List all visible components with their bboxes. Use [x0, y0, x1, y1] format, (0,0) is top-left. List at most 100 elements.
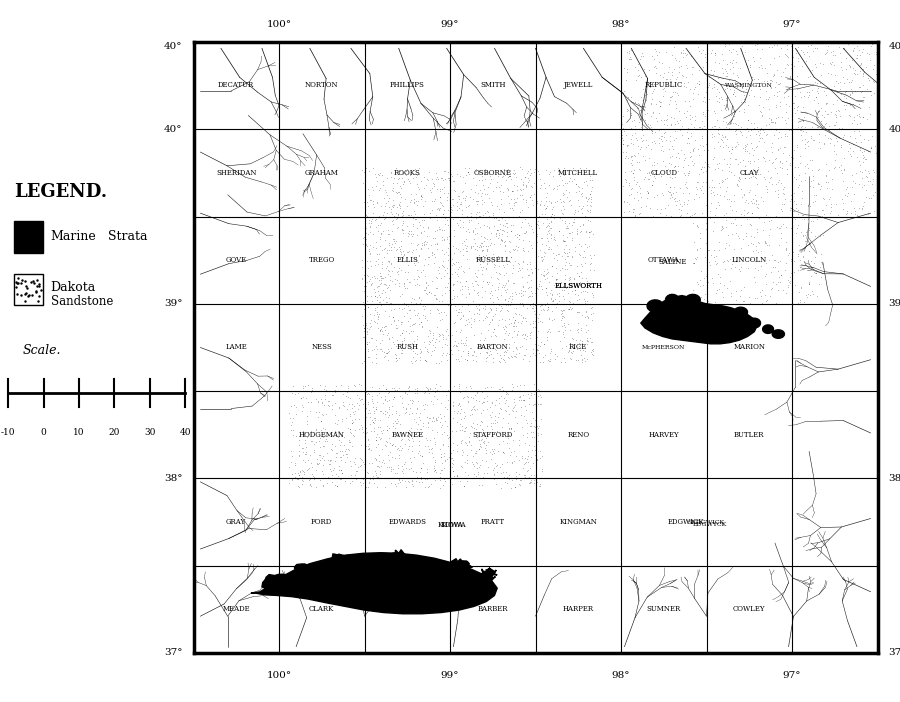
- Point: [665, 173, 680, 184]
- Point: [768, 162, 782, 173]
- Point: [382, 297, 397, 308]
- Point: [470, 458, 484, 469]
- Point: [432, 204, 446, 215]
- Point: [556, 168, 571, 179]
- Point: [506, 435, 520, 446]
- Point: [702, 93, 716, 105]
- Point: [728, 119, 742, 130]
- Point: [661, 67, 675, 78]
- Point: [430, 215, 445, 226]
- Point: [720, 67, 734, 79]
- Point: [550, 280, 564, 291]
- Point: [400, 300, 415, 312]
- Point: [562, 272, 576, 284]
- Point: [468, 448, 482, 459]
- Point: [813, 58, 827, 69]
- Point: [652, 96, 667, 107]
- Point: [472, 435, 487, 446]
- Point: [464, 350, 479, 361]
- Point: [575, 182, 590, 193]
- Point: [419, 282, 434, 293]
- Text: SUMNER: SUMNER: [646, 606, 681, 614]
- Point: [509, 343, 524, 355]
- Point: [818, 129, 832, 140]
- Point: [845, 55, 859, 66]
- Point: [387, 392, 401, 403]
- Point: [436, 208, 450, 219]
- Point: [524, 167, 538, 178]
- Point: [508, 229, 523, 240]
- Point: [527, 299, 542, 310]
- Point: [428, 457, 442, 468]
- Point: [500, 230, 514, 241]
- Point: [356, 458, 371, 470]
- Point: [716, 256, 730, 267]
- Point: [369, 213, 383, 225]
- Point: [777, 91, 791, 102]
- Point: [667, 64, 681, 75]
- Point: [699, 175, 714, 186]
- Point: [622, 178, 636, 189]
- Point: [699, 177, 714, 188]
- Point: [568, 206, 582, 218]
- Point: [442, 385, 456, 397]
- Point: [498, 245, 512, 256]
- Point: [572, 270, 586, 281]
- Point: [580, 336, 595, 347]
- Point: [392, 353, 406, 364]
- Point: [498, 169, 512, 180]
- Point: [401, 409, 416, 420]
- Point: [778, 155, 793, 166]
- Point: [441, 204, 455, 216]
- Point: [436, 225, 451, 236]
- Point: [329, 447, 344, 458]
- Point: [452, 307, 466, 318]
- Point: [865, 39, 879, 50]
- Point: [663, 75, 678, 86]
- Point: [375, 284, 390, 295]
- Point: [543, 168, 557, 180]
- Point: [432, 331, 446, 342]
- Point: [410, 386, 424, 397]
- Point: [687, 121, 701, 133]
- Point: [859, 154, 873, 165]
- Point: [790, 265, 805, 276]
- Point: [410, 331, 425, 342]
- Text: Scale.: Scale.: [22, 345, 60, 357]
- Point: [518, 171, 533, 183]
- Point: [432, 409, 446, 420]
- Point: [644, 98, 658, 110]
- Point: [526, 457, 540, 468]
- Point: [788, 279, 803, 291]
- Point: [371, 168, 385, 180]
- Point: [429, 303, 444, 314]
- Point: [543, 211, 557, 223]
- Point: [732, 176, 746, 187]
- Point: [482, 350, 496, 361]
- Point: [794, 282, 808, 293]
- Point: [420, 242, 435, 253]
- Point: [513, 206, 527, 218]
- Point: [365, 390, 380, 402]
- Point: [516, 430, 530, 441]
- Point: [735, 129, 750, 140]
- Point: [370, 273, 384, 284]
- Point: [370, 282, 384, 293]
- Point: [492, 227, 507, 239]
- Point: [786, 246, 800, 258]
- Point: [824, 47, 838, 58]
- Point: [704, 197, 718, 208]
- Point: [811, 98, 825, 109]
- Point: [503, 219, 517, 230]
- Point: [460, 240, 474, 251]
- Point: [824, 201, 838, 212]
- Point: [570, 344, 584, 355]
- Point: [572, 182, 586, 193]
- Point: [531, 325, 545, 336]
- Point: [499, 286, 513, 298]
- Point: [454, 445, 469, 456]
- Point: [433, 197, 447, 208]
- Point: [705, 182, 719, 193]
- Point: [469, 179, 483, 190]
- Point: [840, 191, 854, 202]
